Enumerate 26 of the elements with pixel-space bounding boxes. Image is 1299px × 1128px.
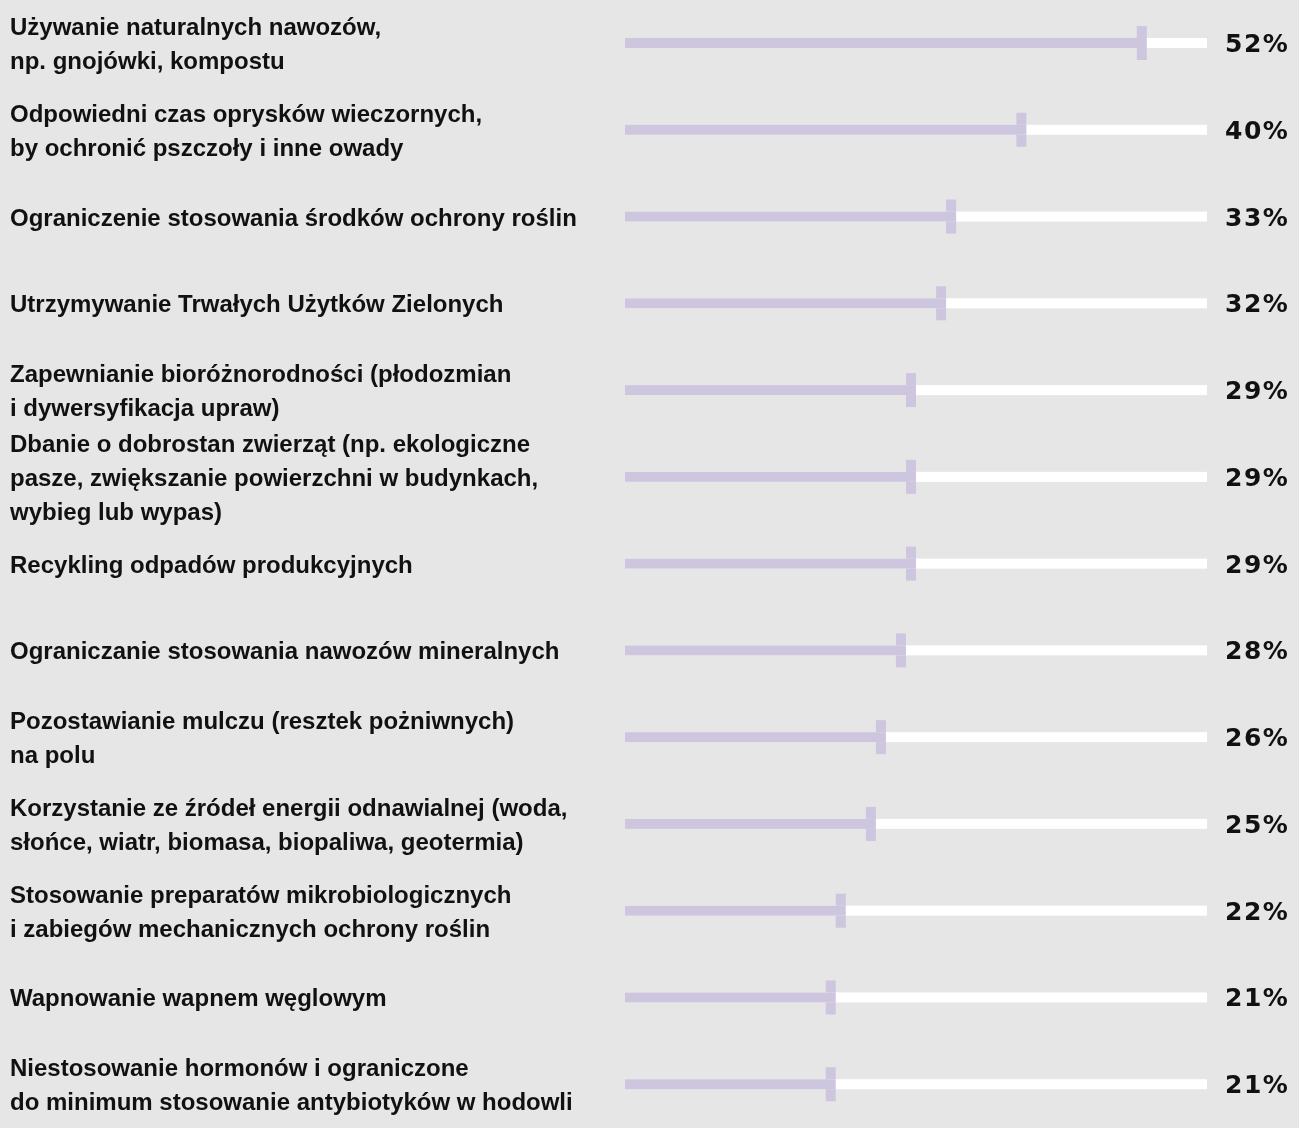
y-tick-label: Recykling odpadów produkcyjnych [10,550,413,578]
data-label: 25% [1225,809,1290,839]
y-tick-label: Używanie naturalnych nawozów, np. gnojówki, kompostu [10,13,382,75]
data-label: 28% [1225,636,1290,666]
y-tick-label: Utrzymywanie Trwałych Użytków Zielonych [10,290,504,318]
data-label: 33% [1225,202,1290,232]
data-label: 21% [1225,1070,1290,1100]
data-label: 32% [1225,289,1290,319]
data-label: 29% [1225,549,1290,579]
y-tick-label: Ograniczenie stosowania środków ochrony roślin [10,203,577,231]
data-label: 21% [1225,983,1290,1013]
y-tick-label: Odpowiedni czas oprysków wieczornych, by ochronić pszczoły i inne owady [10,99,483,161]
data-label: 26% [1225,723,1290,753]
y-tick-label: Wapnowanie wapnem węglowym [10,984,387,1012]
data-label: 40% [1225,115,1290,145]
y-tick-label: Korzystanie ze źródeł energii odnawialnej (woda, słońce, wiatr, biomasa, biopaliwa, geotermia) [10,793,568,855]
data-label: 52% [1225,29,1290,58]
y-tick-label: Pozostawianie mulczu (resztek pożniwnych) na polu [10,707,515,769]
data-label: 29% [1225,376,1290,406]
data-label: 29% [1225,462,1290,492]
y-tick-label: Niestosowanie hormonów i ograniczone do minimum stosowanie antybiotyków w hodowli [10,1054,573,1116]
y-tick-label: Zapewnianie bioróżnorodności (płodozmian i dywersyfikacja upraw) [10,360,512,422]
y-tick-label: Ograniczanie stosowania nawozów mineralnych [10,637,560,665]
y-tick-label: Stosowanie preparatów mikrobiologicznych i zabiegów mechanicznych ochrony roślin [10,880,512,942]
y-tick-label: Dbanie o dobrostan zwierząt (np. ekologiczne pasze, zwiększanie powierzchni w budynkach, wybieg lub wypas) [9,429,539,525]
data-label: 22% [1225,896,1290,926]
